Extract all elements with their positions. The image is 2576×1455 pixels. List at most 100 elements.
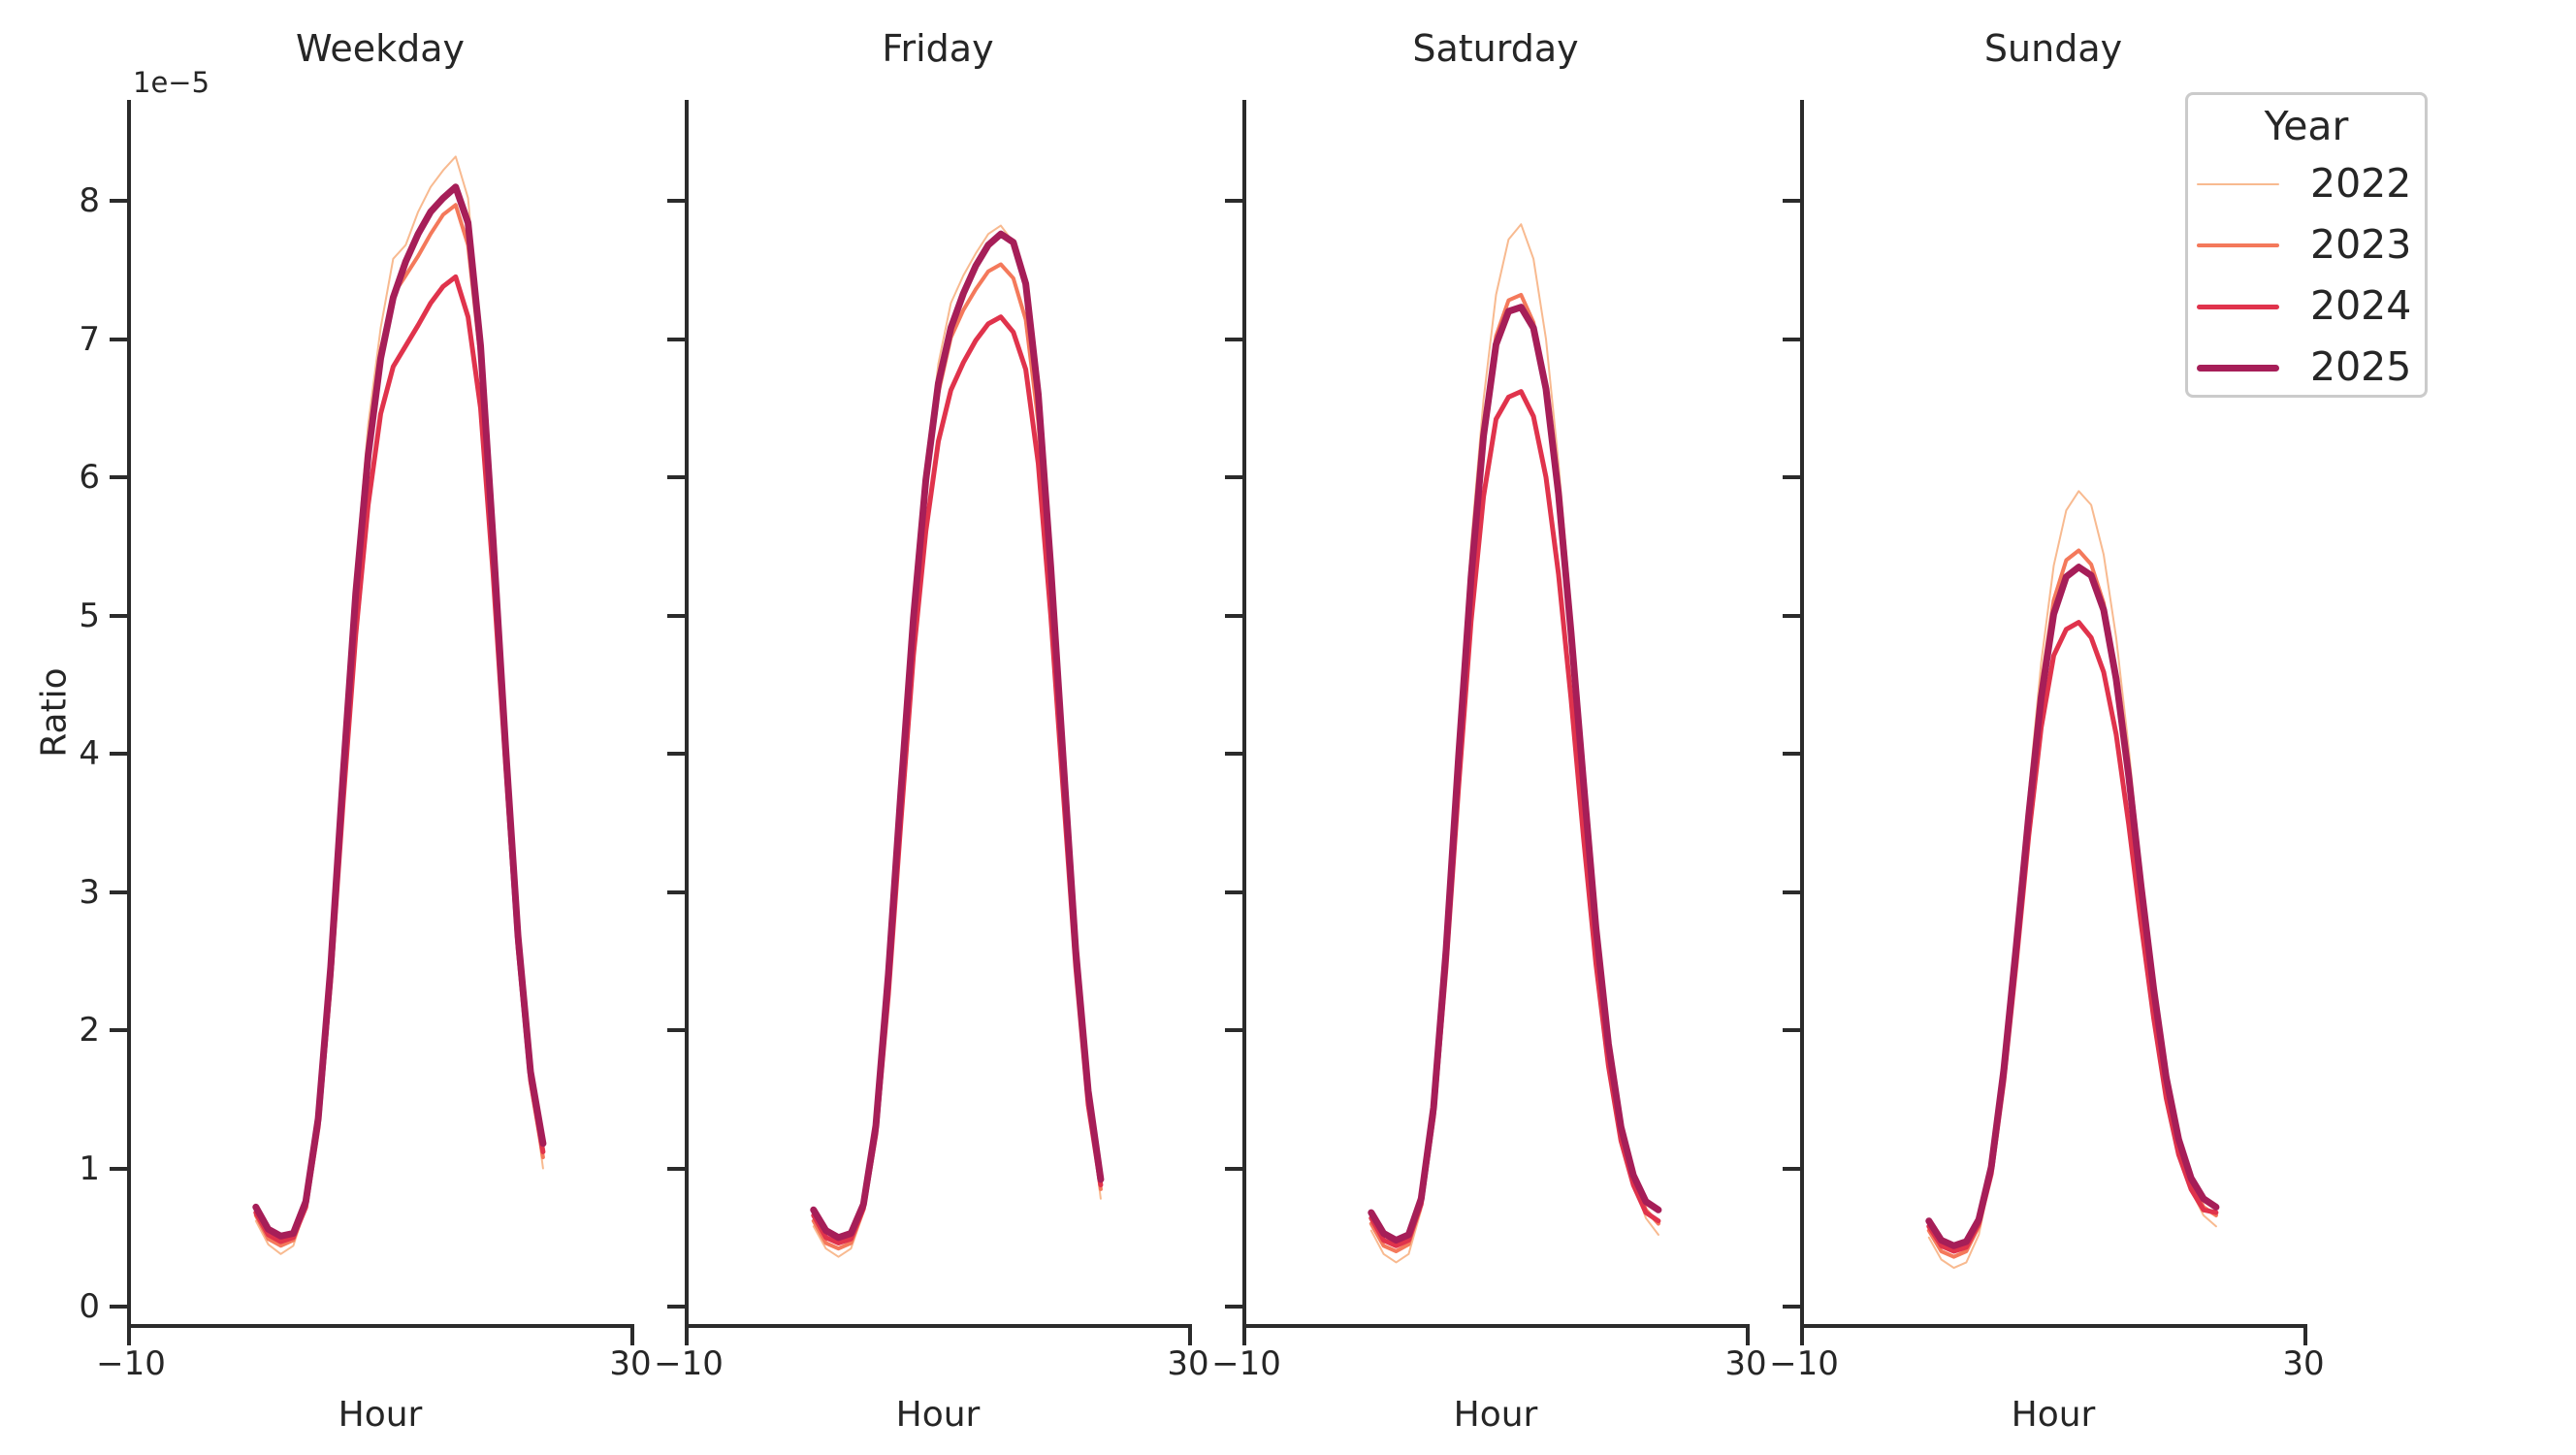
y-tick-mark bbox=[1783, 1305, 1800, 1309]
y-tick-mark bbox=[1783, 889, 1800, 894]
y-tick-label: 3 bbox=[79, 872, 100, 912]
x-tick-label: 30 bbox=[609, 1344, 652, 1383]
y-tick-mark bbox=[1225, 1305, 1242, 1309]
series-line-2023 bbox=[253, 203, 545, 1248]
y-tick-label: 8 bbox=[79, 181, 100, 220]
y-tick-mark bbox=[1225, 199, 1242, 203]
y-tick-mark bbox=[1225, 889, 1242, 894]
y-tick-mark bbox=[1783, 613, 1800, 618]
y-tick-mark bbox=[1783, 475, 1800, 479]
y-tick-mark bbox=[1225, 1028, 1242, 1032]
series-line-2025 bbox=[1368, 304, 1662, 1245]
x-axis-spine bbox=[1800, 1324, 2307, 1328]
x-tick-label: 30 bbox=[1724, 1344, 1767, 1383]
y-tick-mark bbox=[110, 1166, 127, 1171]
y-tick-label: 6 bbox=[79, 458, 100, 497]
y-tick-mark bbox=[667, 1028, 685, 1032]
legend-box: Year 2022 2023 2024 2025 bbox=[2185, 92, 2428, 398]
series-line-2025 bbox=[810, 230, 1105, 1242]
y-tick-mark bbox=[110, 889, 127, 894]
y-tick-mark bbox=[667, 1305, 685, 1309]
series-line-2024 bbox=[1926, 620, 2219, 1254]
series-line-2024 bbox=[1368, 389, 1661, 1248]
series-line-2023 bbox=[1926, 548, 2218, 1259]
series-line-2024 bbox=[811, 314, 1104, 1245]
y-tick-mark bbox=[1783, 752, 1800, 756]
y-tick-mark bbox=[667, 475, 685, 479]
y-tick-mark bbox=[1783, 337, 1800, 341]
y-tick-label: 5 bbox=[79, 596, 100, 635]
legend-swatch-2023 bbox=[2197, 243, 2279, 247]
y-tick-mark bbox=[667, 613, 685, 618]
x-axis-spine bbox=[1242, 1324, 1750, 1328]
x-tick-label: 30 bbox=[1167, 1344, 1209, 1383]
y-tick-mark bbox=[1783, 1166, 1800, 1171]
x-tick-label: −10 bbox=[1211, 1344, 1281, 1383]
x-tick-label: 30 bbox=[2282, 1344, 2325, 1383]
y-tick-mark bbox=[110, 1028, 127, 1032]
x-tick-mark bbox=[2303, 1328, 2307, 1345]
x-axis-label-friday: Hour bbox=[895, 1395, 981, 1435]
y-tick-label: 1 bbox=[79, 1148, 100, 1188]
series-line-2024 bbox=[253, 274, 546, 1245]
y-tick-mark bbox=[110, 752, 127, 756]
y-tick-label: 7 bbox=[79, 319, 100, 359]
panel-title-saturday: Saturday bbox=[1412, 27, 1579, 70]
y-tick-label: 0 bbox=[79, 1287, 100, 1326]
y-axis-label: Ratio bbox=[34, 667, 75, 758]
x-tick-mark bbox=[1242, 1328, 1246, 1345]
x-tick-mark bbox=[1800, 1328, 1804, 1345]
y-tick-label: 2 bbox=[79, 1011, 100, 1050]
y-tick-mark bbox=[667, 199, 685, 203]
y-axis-offset-text: 1e−5 bbox=[133, 66, 210, 99]
panel-title-weekday: Weekday bbox=[295, 27, 465, 70]
y-tick-mark bbox=[1225, 475, 1242, 479]
curves-svg-saturday bbox=[1368, 223, 1662, 1264]
x-tick-mark bbox=[685, 1328, 689, 1345]
legend-title: Year bbox=[2264, 103, 2349, 149]
y-tick-mark bbox=[1783, 1028, 1800, 1032]
x-axis-spine bbox=[685, 1324, 1192, 1328]
y-tick-label: 4 bbox=[79, 734, 100, 773]
y-tick-mark bbox=[110, 337, 127, 341]
x-tick-label: −10 bbox=[96, 1344, 166, 1383]
y-axis-spine bbox=[1242, 100, 1246, 1328]
series-line-2025 bbox=[1925, 564, 2220, 1249]
legend-swatch-2022 bbox=[2197, 183, 2279, 185]
x-tick-label: −10 bbox=[654, 1344, 724, 1383]
y-tick-mark bbox=[110, 1305, 127, 1309]
panel-title-sunday: Sunday bbox=[1983, 27, 2123, 70]
legend-label-2024: 2024 bbox=[2310, 282, 2412, 329]
y-axis-spine bbox=[1800, 100, 1804, 1328]
legend-swatch-2024 bbox=[2197, 304, 2279, 309]
y-tick-mark bbox=[1225, 752, 1242, 756]
x-tick-mark bbox=[1188, 1328, 1192, 1345]
x-axis-spine bbox=[127, 1324, 634, 1328]
y-tick-mark bbox=[667, 1166, 685, 1171]
series-line-2023 bbox=[811, 262, 1103, 1251]
legend-swatch-2025 bbox=[2197, 364, 2279, 372]
y-tick-mark bbox=[667, 337, 685, 341]
curves-svg-friday bbox=[810, 224, 1105, 1258]
x-tick-label: −10 bbox=[1769, 1344, 1839, 1383]
y-tick-mark bbox=[110, 613, 127, 618]
curves-svg-weekday bbox=[252, 155, 547, 1255]
legend-label-2023: 2023 bbox=[2310, 221, 2412, 268]
y-axis-spine bbox=[127, 100, 131, 1328]
y-axis-spine bbox=[685, 100, 689, 1328]
x-tick-mark bbox=[1746, 1328, 1750, 1345]
legend-label-2022: 2022 bbox=[2310, 160, 2412, 207]
panel-title-friday: Friday bbox=[882, 27, 994, 70]
y-tick-mark bbox=[1225, 337, 1242, 341]
y-tick-mark bbox=[1225, 613, 1242, 618]
x-tick-mark bbox=[630, 1328, 634, 1345]
x-axis-label-saturday: Hour bbox=[1453, 1395, 1538, 1435]
y-tick-mark bbox=[667, 889, 685, 894]
y-tick-mark bbox=[1783, 199, 1800, 203]
series-line-2022 bbox=[1927, 490, 2217, 1270]
legend-label-2025: 2025 bbox=[2310, 343, 2412, 390]
curves-svg-sunday bbox=[1925, 490, 2220, 1270]
y-tick-mark bbox=[667, 752, 685, 756]
x-tick-mark bbox=[127, 1328, 131, 1345]
x-axis-label-weekday: Hour bbox=[338, 1395, 423, 1435]
